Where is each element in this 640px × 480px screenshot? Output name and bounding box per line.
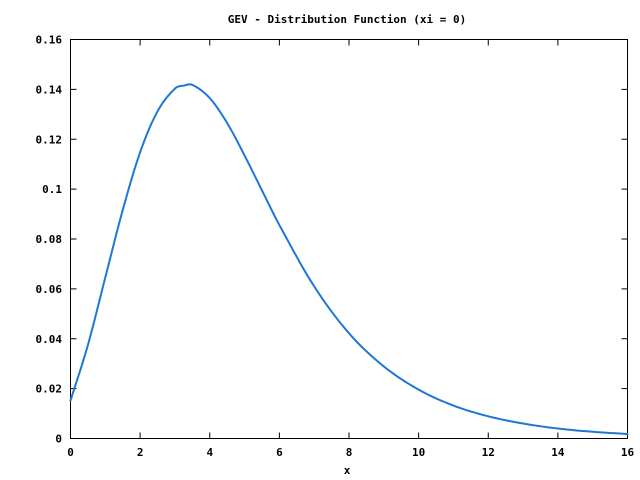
x-tick-label: 16 [621, 446, 635, 459]
y-tick-label: 0.14 [36, 83, 63, 96]
series-line [69, 83, 629, 436]
y-tick-label: 0.12 [36, 133, 63, 146]
x-tick-label: 12 [482, 446, 495, 459]
y-tick-label: 0.06 [36, 283, 63, 296]
y-tick-label: 0 [55, 433, 62, 446]
x-tick-label: 10 [412, 446, 425, 459]
x-tick-label: 2 [137, 446, 144, 459]
x-axis: 0 2 4 6 8 10 12 14 16 [67, 39, 635, 459]
x-axis-label: x [344, 464, 351, 477]
plot-area-frame [70, 39, 628, 439]
x-tick-label: 6 [276, 446, 283, 459]
y-tick-label: 0.08 [36, 233, 63, 246]
chart-title: GEV - Distribution Function (xi = 0) [228, 13, 466, 26]
x-tick-label: 14 [551, 446, 565, 459]
y-tick-label: 0.02 [36, 383, 63, 396]
x-tick-label: 4 [206, 446, 213, 459]
y-tick-label: 0.04 [36, 333, 63, 346]
y-tick-label: 0.16 [36, 34, 63, 47]
x-tick-label: 8 [346, 446, 353, 459]
y-tick-label: 0.1 [42, 183, 62, 196]
x-tick-label: 0 [67, 446, 74, 459]
y-axis: 0 0.02 0.04 0.06 0.08 0.1 0.12 0.14 0.16 [36, 34, 628, 446]
